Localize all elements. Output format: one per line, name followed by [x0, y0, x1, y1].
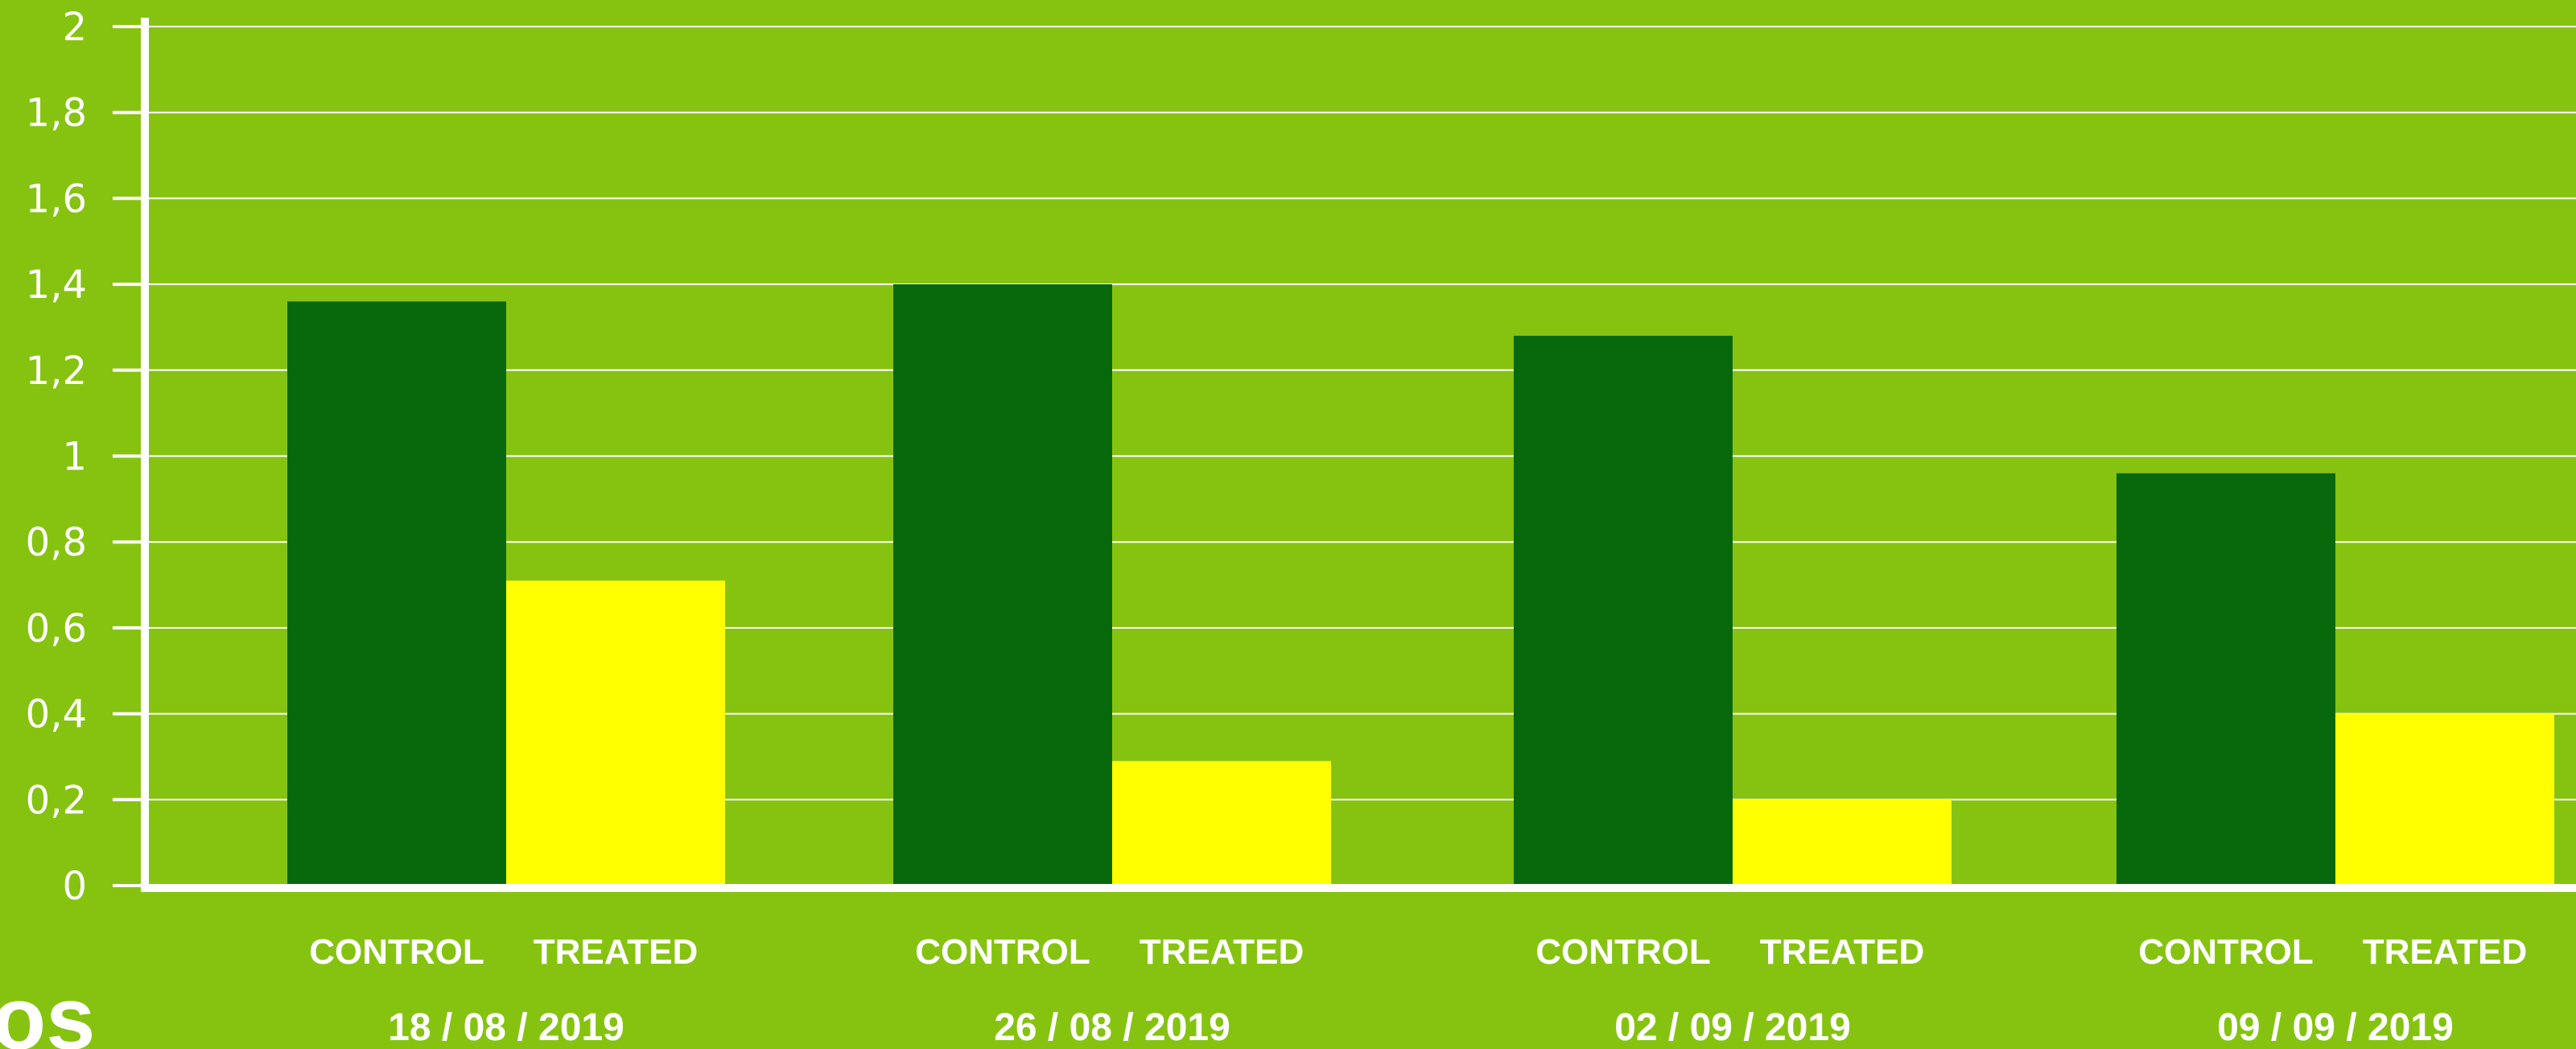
bar-treated-1: [506, 580, 725, 886]
axes: [113, 18, 2576, 892]
y-tick-label: 1,4: [26, 262, 87, 308]
y-tick-label: 0,6: [26, 606, 87, 651]
category-date-label: 09 / 09 / 2019: [2217, 1006, 2454, 1049]
category-date-label: 26 / 08 / 2019: [994, 1006, 1230, 1049]
y-tick-label: 1: [62, 435, 87, 480]
series-label-treated: TREATED: [2363, 932, 2528, 972]
labels: 0 0,2 0,4 0,6 0,8 1 1,2 1,4 1,6 1,8 2 CONTROL TREATE…: [26, 5, 2528, 1049]
bar-control-1: [287, 301, 506, 886]
series-label-treated: TREATED: [534, 932, 699, 972]
y-tick-label: 0,8: [26, 520, 87, 565]
bar-treated-3: [1733, 799, 1952, 886]
bar-control-4: [2116, 473, 2335, 886]
y-tick-label: 1,2: [26, 349, 87, 394]
category-date-label: 18 / 08 / 2019: [388, 1006, 624, 1049]
series-label-control: CONTROL: [309, 932, 484, 972]
y-tick-label: 0: [62, 864, 87, 909]
bar-treated-2: [1112, 761, 1331, 886]
series-label-control: CONTROL: [2138, 932, 2314, 972]
series-label-control: CONTROL: [915, 932, 1090, 972]
bars: [287, 284, 2554, 886]
bar-control-3: [1514, 336, 1733, 886]
y-tick-label: 1,8: [26, 91, 87, 136]
category-date-label: 02 / 09 / 2019: [1614, 1006, 1851, 1049]
y-tick-label: 0,4: [26, 692, 87, 737]
series-label-treated: TREATED: [1140, 932, 1304, 972]
y-tick-label: 2: [62, 5, 87, 50]
bar-treated-4: [2335, 713, 2554, 886]
y-tick-label: 0,2: [26, 778, 87, 823]
y-tick-label: 1,6: [26, 176, 87, 221]
partial-edge-label: os: [0, 969, 95, 1049]
bar-control-2: [893, 284, 1112, 886]
series-label-control: CONTROL: [1535, 932, 1711, 972]
series-label-treated: TREATED: [1760, 932, 1925, 972]
